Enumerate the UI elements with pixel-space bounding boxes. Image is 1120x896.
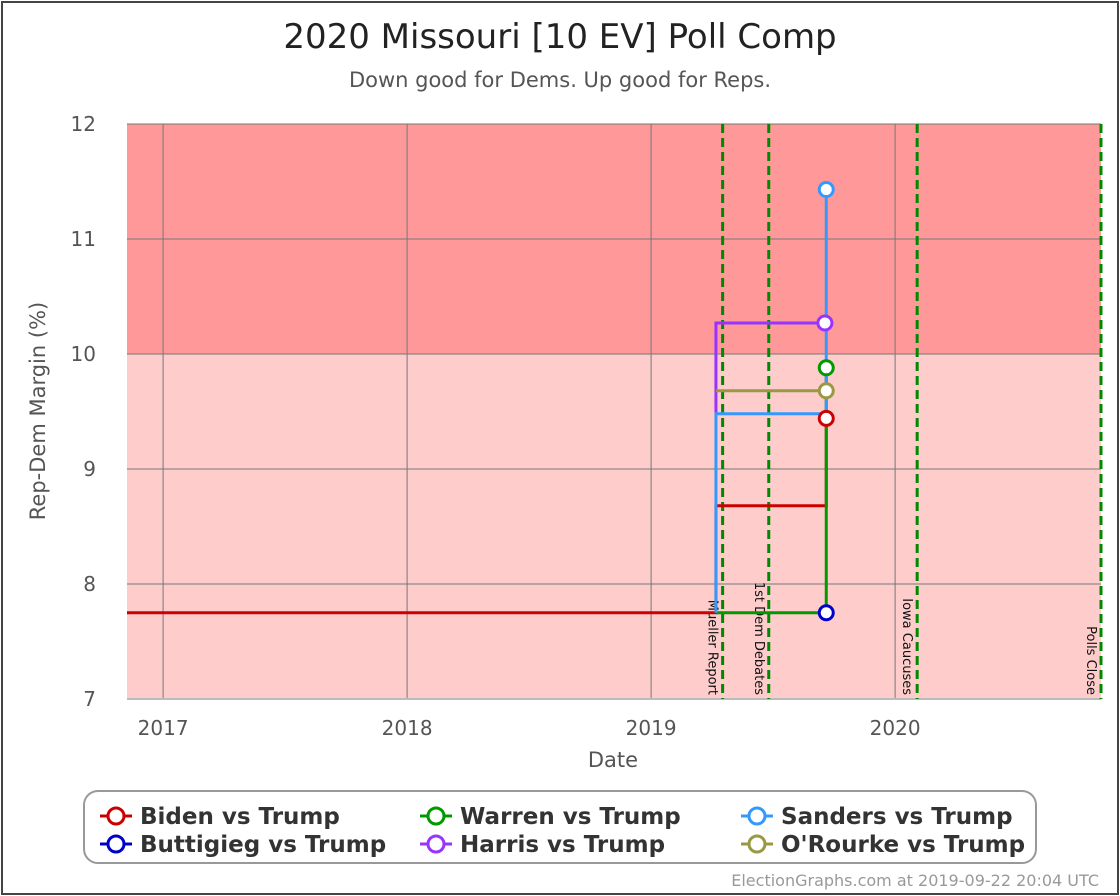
event-label: Iowa Caucuses [899,598,914,695]
x-tick-label: 2017 [138,716,189,740]
event-markers: Mueller Report 1st Dem Debates Iowa Caucus… [705,124,1103,699]
chart-subtitle: Down good for Dems. Up good for Reps. [349,68,771,92]
x-tick-label: 2018 [382,716,433,740]
series-line [714,189,828,613]
event-label: Mueller Report [705,600,720,695]
y-tick-label: 10 [71,342,96,366]
legend-label: Biden vs Trump [140,804,340,830]
y-axis-label: Rep-Dem Margin (%) [26,302,50,520]
legend-swatch-marker [106,834,126,854]
legend-swatch-marker [426,806,446,826]
series-end-point [816,314,834,332]
legend-swatch-marker [747,834,767,854]
chart-title: 2020 Missouri [10 EV] Poll Comp [283,17,836,57]
y-tick-label: 8 [83,572,96,596]
legend-box [83,790,1037,864]
series-end-point [817,604,835,622]
credit-text: ElectionGraphs.com at 2019-09-22 20:04 U… [731,871,1099,890]
margin-band [127,354,1101,699]
legend-swatch-marker [747,806,767,826]
event-label: 1st Dem Debates [751,582,766,695]
series-lines [127,181,835,622]
legend-label: O'Rourke vs Trump [781,832,1025,858]
y-tick-label: 12 [71,112,96,136]
axis-ticks: 7 8 9 10 11 12 2017 2018 2019 2020 [71,112,921,740]
legend-label: Harris vs Trump [460,832,665,858]
x-axis-label: Date [588,748,638,772]
series-line [714,321,825,413]
legend-swatch-marker [106,806,126,826]
legend-swatch-marker [426,834,446,854]
y-tick-label: 9 [83,457,96,481]
grid-lines [127,123,1101,700]
series-end-point [817,181,835,199]
legend-label: Buttigieg vs Trump [140,832,386,858]
y-tick-label: 11 [71,227,96,251]
legend-label: Warren vs Trump [460,804,681,830]
legend-label: Sanders vs Trump [781,804,1013,830]
series-end-point [817,382,835,400]
x-tick-label: 2020 [870,716,921,740]
series-end-point [817,359,835,377]
y-tick-label: 7 [83,687,96,711]
x-tick-label: 2019 [626,716,677,740]
event-label: Polls Close [1083,626,1098,695]
legend: Biden vs Trump Warren vs Trump Sanders vs … [83,790,1037,864]
series-end-point [817,409,835,427]
